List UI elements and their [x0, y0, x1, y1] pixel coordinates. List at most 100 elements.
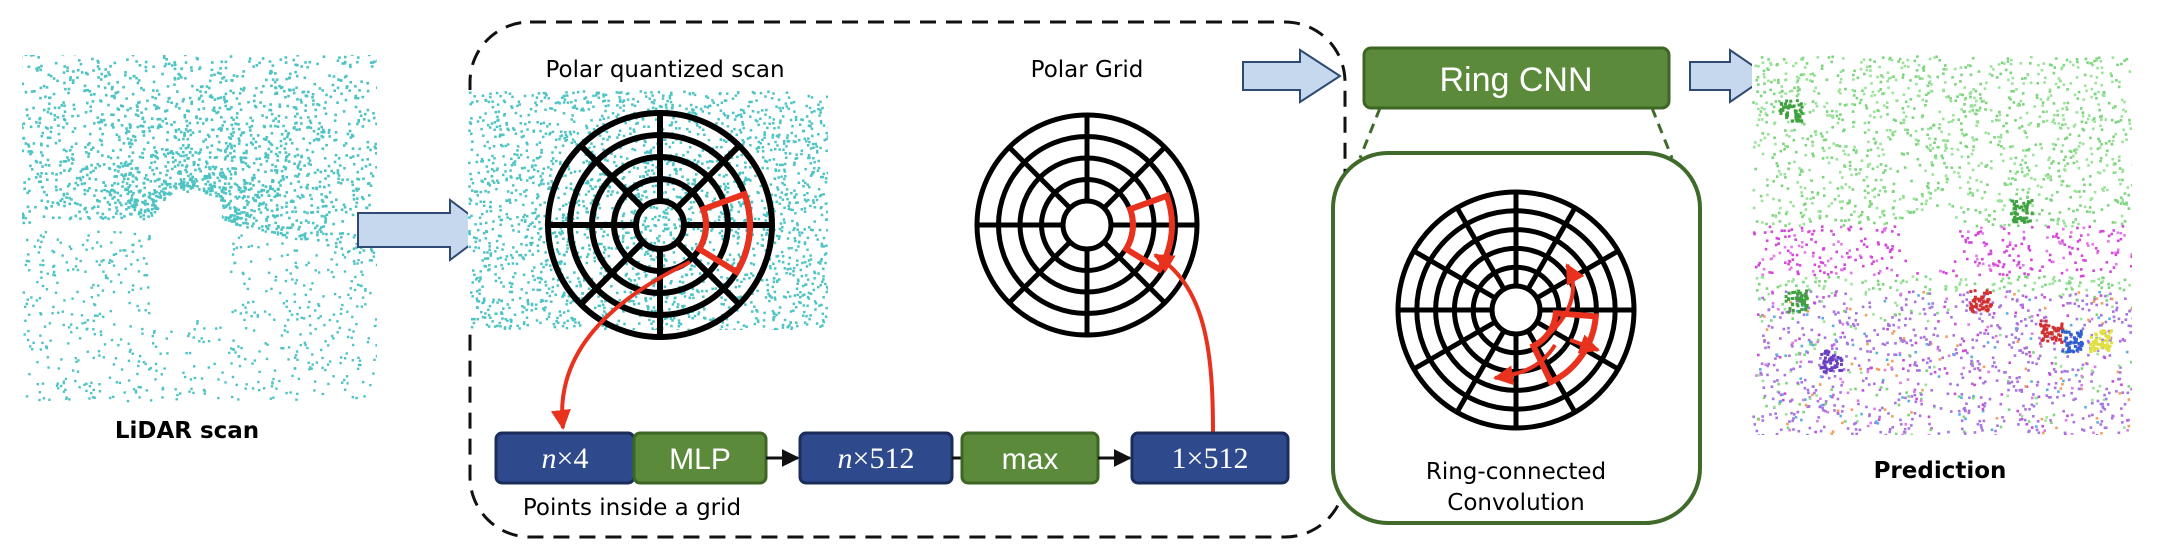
lidar-point: [154, 207, 158, 210]
polar-scan-point: [562, 237, 565, 241]
polar-scan-point: [820, 303, 823, 307]
lidar-point: [208, 151, 212, 154]
lidar-point: [154, 345, 158, 348]
lidar-point: [144, 69, 148, 73]
polar-scan-point: [560, 96, 564, 100]
lidar-point: [390, 194, 393, 197]
lidar-point: [314, 269, 317, 272]
lidar-point: [244, 187, 247, 191]
lidar-point: [173, 120, 176, 124]
lidar-point: [349, 63, 352, 67]
polar-scan-point: [566, 240, 570, 244]
lidar-point: [37, 66, 41, 69]
polar-scan-point: [600, 142, 604, 146]
lidar-point: [425, 102, 428, 105]
lidar-point: [0, 107, 1, 110]
polar-scan-point: [526, 323, 529, 327]
lidar-point: [39, 161, 42, 164]
lidar-point: [26, 298, 29, 301]
lidar-point: [339, 312, 343, 316]
polar-scan-point: [551, 231, 555, 235]
lidar-point: [202, 16, 205, 19]
lidar-point: [164, 165, 167, 168]
lidar-point: [449, 124, 452, 127]
lidar-point: [337, 174, 341, 177]
lidar-point: [70, 198, 73, 201]
lidar-point: [109, 280, 113, 283]
lidar-point: [24, 90, 28, 94]
lidar-point: [141, 200, 145, 204]
lidar-point: [191, 186, 194, 189]
lidar-point: [192, 47, 195, 50]
lidar-point: [40, 134, 44, 138]
lidar-point: [222, 204, 225, 208]
lidar-point: [338, 232, 342, 235]
lidar-point: [139, 20, 142, 23]
lidar-point: [256, 195, 259, 199]
polar-scan-point: [625, 246, 629, 250]
polar-scan-point: [762, 213, 766, 216]
lidar-point: [71, 130, 75, 134]
lidar-point: [52, 273, 55, 276]
lidar-point: [117, 135, 121, 139]
polar-scan-point: [603, 248, 607, 251]
lidar-point: [250, 244, 253, 248]
lidar-point: [136, 109, 139, 112]
polar-scan-point: [555, 138, 558, 142]
polar-scan-point: [647, 248, 650, 252]
lidar-point: [32, 106, 35, 110]
lidar-point: [249, 23, 252, 26]
polar-scan-point: [594, 94, 598, 97]
lidar-point: [265, 357, 269, 361]
lidar-point: [91, 396, 95, 399]
lidar-point: [157, 177, 161, 181]
lidar-point: [249, 213, 253, 217]
lidar-point: [255, 64, 259, 67]
lidar-point: [47, 366, 50, 369]
lidar-point: [166, 45, 169, 48]
lidar-point: [282, 89, 286, 93]
lidar-point: [223, 157, 227, 161]
lidar-point: [249, 26, 252, 29]
lidar-point: [110, 113, 113, 117]
lidar-point: [292, 91, 296, 95]
lidar-point: [289, 272, 292, 275]
lidar-point: [288, 76, 292, 79]
lidar-point: [343, 256, 347, 259]
lidar-point: [314, 309, 317, 312]
lidar-point: [280, 169, 284, 173]
polar-scan-point: [488, 248, 491, 252]
polar-scan-point: [565, 326, 569, 330]
lidar-point: [296, 165, 300, 168]
polar-scan-point: [665, 106, 668, 109]
polar-scan-point: [792, 140, 796, 143]
lidar-point: [195, 179, 199, 183]
polar-scan-point: [496, 167, 499, 170]
lidar-point: [34, 205, 37, 209]
lidar-point: [291, 223, 294, 226]
polar-scan-point: [672, 188, 675, 191]
polar-scan-point: [556, 321, 560, 324]
lidar-point: [381, 123, 384, 126]
polar-scan-point: [565, 250, 568, 253]
lidar-point: [134, 200, 138, 204]
polar-scan-point: [488, 146, 492, 150]
polar-scan-point: [548, 174, 552, 177]
polar-scan-point: [547, 182, 550, 185]
lidar-point: [122, 249, 125, 252]
polar-scan-point: [803, 310, 806, 314]
lidar-point: [110, 87, 114, 91]
polar-scan-point: [471, 140, 474, 143]
lidar-point: [206, 146, 209, 149]
lidar-point: [307, 90, 310, 94]
lidar-point: [92, 283, 95, 287]
lidar-point: [59, 199, 62, 203]
lidar-point: [159, 43, 162, 46]
polar-scan-point: [563, 94, 566, 98]
lidar-point: [272, 396, 275, 399]
polar-scan-point: [582, 204, 586, 208]
lidar-point: [22, 214, 25, 217]
lidar-point: [67, 169, 71, 173]
lidar-point: [37, 125, 40, 128]
polar-scan-point: [512, 275, 515, 279]
